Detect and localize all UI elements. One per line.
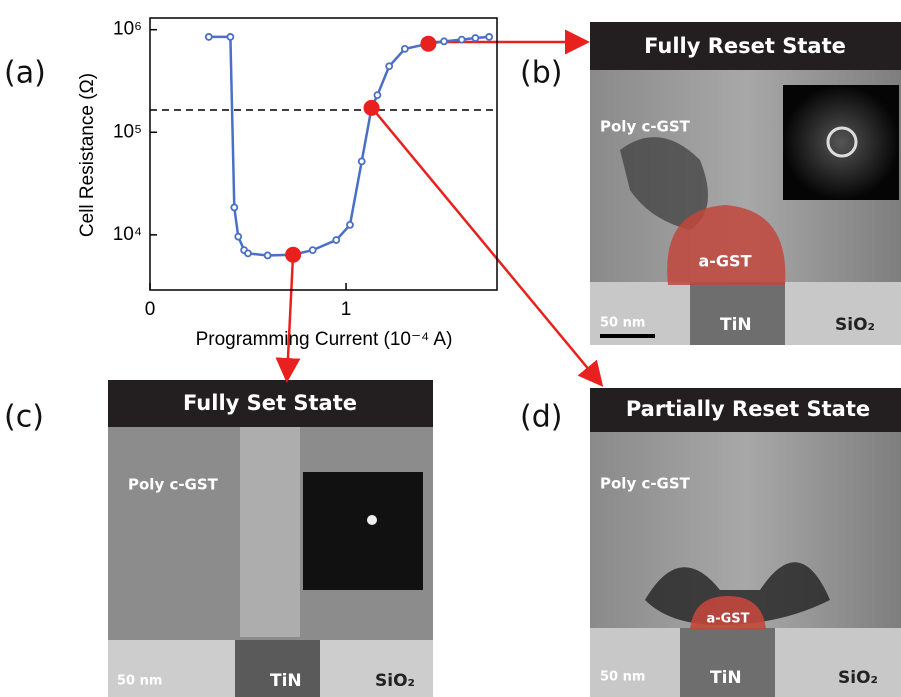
data-point bbox=[308, 246, 317, 255]
diffraction-spot bbox=[367, 515, 377, 525]
panel-letter: (a) bbox=[4, 56, 46, 91]
tem-panel-d: Partially Reset State Poly c-GST a-GST 5… bbox=[590, 388, 901, 697]
data-point bbox=[457, 35, 466, 44]
tem-label: a-GST bbox=[698, 252, 751, 271]
x-axis-title: Programming Current (10⁻⁴ A) bbox=[196, 329, 453, 350]
grain-boundary bbox=[240, 427, 300, 637]
panel-letter: (c) bbox=[4, 400, 44, 435]
y-tick-label: 10⁶ bbox=[113, 19, 142, 40]
tem-label: SiO₂ bbox=[838, 668, 878, 688]
tem-label: 50 nm bbox=[117, 674, 162, 689]
data-point bbox=[357, 157, 366, 166]
data-point bbox=[332, 236, 341, 244]
amorphous-region bbox=[690, 596, 766, 630]
grain bbox=[645, 562, 830, 625]
data-point bbox=[244, 249, 252, 258]
arrow bbox=[275, 255, 301, 383]
data-point bbox=[230, 203, 239, 212]
plot-frame bbox=[149, 17, 498, 291]
data-point bbox=[234, 232, 243, 241]
tem-label: TiN bbox=[720, 315, 752, 335]
tem-label: SiO₂ bbox=[835, 315, 875, 335]
tem-label: TiN bbox=[270, 671, 302, 691]
panel-letter: (b) bbox=[520, 56, 562, 91]
tem-label: Poly c-GST bbox=[600, 475, 691, 493]
diffraction-ring bbox=[826, 126, 858, 158]
x-tick-label: 1 bbox=[341, 299, 352, 320]
tem-label: Poly c-GST bbox=[128, 476, 219, 494]
arrow bbox=[371, 107, 604, 387]
tem-label: 50 nm bbox=[600, 316, 645, 331]
y-tick-label: 10⁴ bbox=[113, 224, 142, 245]
y-axis-title: Cell Resistance (Ω) bbox=[77, 73, 98, 237]
tem-panel-c: Fully Set State Poly c-GST 50 nm TiN SiO… bbox=[108, 380, 433, 697]
tem-label: a-GST bbox=[706, 612, 749, 627]
tem-label: Poly c-GST bbox=[600, 118, 691, 136]
diffraction-inset bbox=[783, 85, 899, 200]
tin-plug bbox=[235, 640, 320, 697]
data-point bbox=[440, 37, 448, 46]
highlight-point bbox=[285, 246, 302, 263]
panel-header bbox=[590, 22, 901, 70]
tin-plug bbox=[680, 628, 775, 697]
tem-label: TiN bbox=[710, 668, 742, 688]
data-point bbox=[226, 33, 235, 41]
highlight-point bbox=[420, 35, 437, 52]
x-tick-label: 0 bbox=[145, 299, 156, 320]
data-point bbox=[485, 33, 494, 41]
data-point bbox=[373, 91, 382, 100]
scale-bar bbox=[600, 334, 655, 338]
amorphous-region bbox=[667, 205, 786, 285]
panel-letter: (d) bbox=[520, 400, 562, 435]
tem-panel-b: Fully Reset State Poly c-GST a-GST 50 nm… bbox=[590, 22, 901, 345]
panel-title: Partially Reset State bbox=[626, 397, 870, 421]
data-point bbox=[400, 44, 409, 53]
tin-plug bbox=[690, 282, 785, 345]
data-point bbox=[346, 221, 354, 229]
data-point bbox=[385, 62, 394, 71]
tem-label: 50 nm bbox=[600, 670, 645, 685]
panel-header bbox=[108, 380, 433, 427]
highlight-point bbox=[363, 99, 380, 116]
y-tick-label: 10⁵ bbox=[113, 121, 142, 142]
arrows bbox=[275, 29, 604, 387]
data-point bbox=[471, 34, 480, 42]
data-point bbox=[263, 251, 272, 260]
diffraction-inset bbox=[303, 472, 423, 590]
grain bbox=[620, 137, 708, 230]
data-point bbox=[204, 33, 213, 41]
tem-label: SiO₂ bbox=[375, 671, 415, 691]
panel-title: Fully Set State bbox=[183, 391, 357, 415]
panel-title: Fully Reset State bbox=[644, 34, 846, 58]
panel-header bbox=[590, 388, 901, 432]
